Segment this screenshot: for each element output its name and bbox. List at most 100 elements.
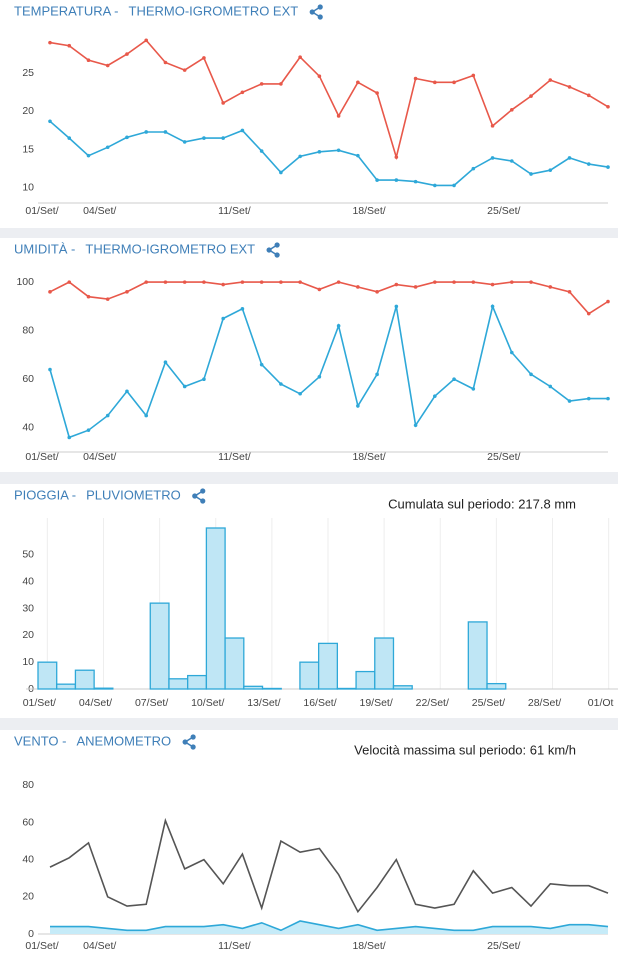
point <box>279 382 283 386</box>
y-tick-label: 30 <box>22 602 34 614</box>
line <box>50 920 609 932</box>
x-tick-label: 01/Set/ <box>23 697 56 709</box>
annotation: Cumulata sul periodo: 217.8 mm <box>388 496 576 511</box>
y-tick-label: 60 <box>22 816 34 828</box>
point <box>433 183 437 188</box>
y-tick-label: 10 <box>22 182 34 194</box>
point <box>336 280 341 284</box>
point <box>509 280 514 284</box>
point <box>606 165 610 169</box>
point <box>375 372 379 377</box>
bar <box>205 527 226 690</box>
x-tick-label: 18/Set/ <box>352 205 385 217</box>
bar <box>93 687 114 690</box>
point <box>144 413 149 418</box>
x-tick-label: 11/Set/ <box>218 451 251 463</box>
share-icon-dot <box>182 739 188 745</box>
bar <box>149 602 170 690</box>
x-tick-label: 25/Set/ <box>487 940 520 952</box>
bar <box>187 674 208 690</box>
point <box>125 52 129 56</box>
point <box>67 136 72 140</box>
chart-subtitle: THERMO-IGROMETRO EXT <box>129 3 299 18</box>
point <box>586 162 591 166</box>
point <box>586 93 591 98</box>
point <box>452 183 456 188</box>
bar <box>374 637 395 690</box>
point <box>394 304 399 309</box>
point <box>279 280 283 284</box>
point <box>413 285 418 289</box>
point <box>375 290 379 294</box>
point <box>298 154 302 159</box>
point <box>163 360 168 365</box>
line <box>49 39 609 161</box>
share-icon-dot <box>266 247 272 253</box>
point <box>586 311 591 316</box>
point <box>317 150 322 154</box>
point <box>144 280 149 284</box>
bar <box>74 669 95 690</box>
point <box>394 282 399 287</box>
point <box>67 280 72 284</box>
bar <box>56 683 77 690</box>
point <box>375 91 379 95</box>
point <box>606 299 610 304</box>
x-tick-label: 04/Set/ <box>83 940 116 952</box>
point <box>298 280 302 284</box>
point <box>279 170 283 175</box>
point <box>67 435 72 440</box>
bar <box>336 687 357 690</box>
share-icon[interactable] <box>266 242 280 258</box>
x-tick-label: 01/Ot <box>588 697 614 709</box>
point <box>125 290 129 294</box>
bar <box>168 678 189 690</box>
point <box>144 130 149 134</box>
y-tick-label: 25 <box>22 67 34 79</box>
bar <box>224 637 245 690</box>
chart-title: PIOGGIA - <box>14 487 76 502</box>
point <box>221 316 225 321</box>
share-icon[interactable] <box>182 734 196 750</box>
line <box>49 281 609 315</box>
share-icon[interactable] <box>309 4 323 20</box>
bar <box>317 642 339 690</box>
x-tick-label: 25/Set/ <box>472 697 505 709</box>
point <box>452 280 456 284</box>
point <box>567 399 572 403</box>
point <box>221 101 225 105</box>
point <box>567 290 572 294</box>
x-tick-label: 16/Set/ <box>303 697 336 709</box>
chart-subtitle: PLUVIOMETRO <box>86 487 181 502</box>
y-tick-label: 40 <box>22 575 34 587</box>
x-tick-label: 13/Set/ <box>247 697 280 709</box>
point <box>163 280 168 284</box>
x-tick-label: 04/Set/ <box>79 697 112 709</box>
point <box>86 294 91 299</box>
point <box>317 287 322 292</box>
point <box>240 280 245 284</box>
point <box>48 290 52 294</box>
point <box>336 148 341 153</box>
point <box>394 178 399 182</box>
share-icon-dot <box>190 734 196 740</box>
point <box>182 140 187 144</box>
point <box>202 280 206 284</box>
point <box>548 384 553 389</box>
point <box>317 74 322 79</box>
point <box>567 156 572 160</box>
y-tick-label: 10 <box>22 656 34 668</box>
point <box>356 285 360 289</box>
y-tick-label: 20 <box>22 629 34 641</box>
card <box>0 238 618 472</box>
share-icon-dot <box>190 744 196 750</box>
point <box>202 377 206 382</box>
point <box>490 124 495 128</box>
point <box>356 153 360 158</box>
share-icon[interactable] <box>192 488 206 504</box>
point <box>67 43 72 48</box>
point <box>105 413 110 418</box>
share-icon-dot <box>317 4 323 10</box>
point <box>471 73 476 78</box>
